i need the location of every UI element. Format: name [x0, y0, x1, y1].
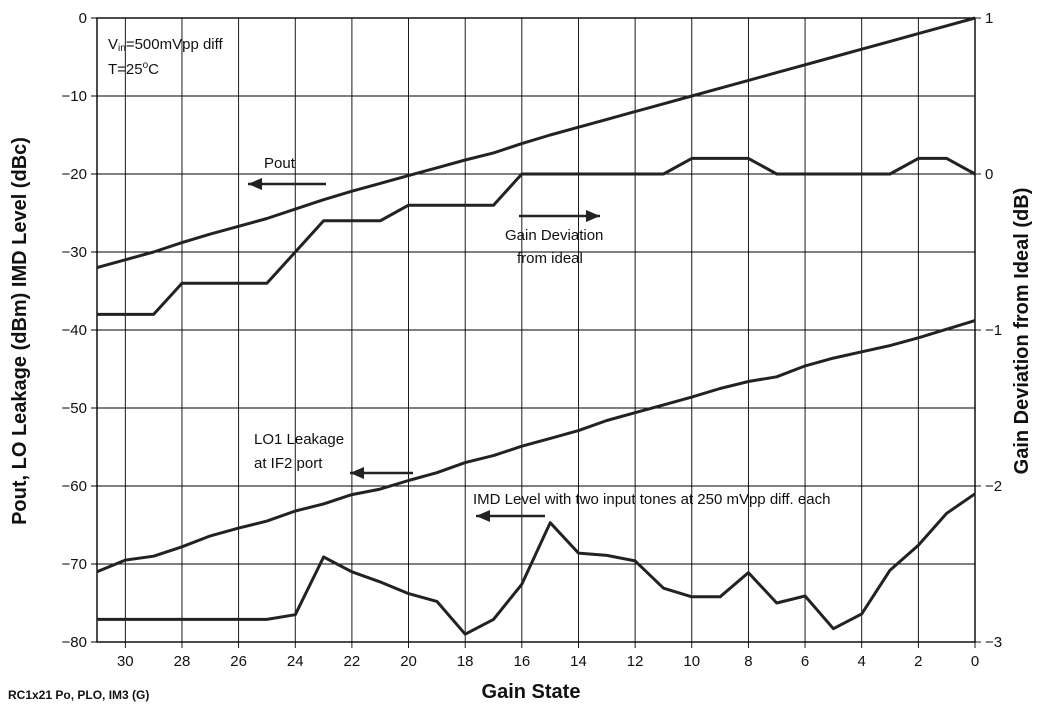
y-left-tick-label: −40 [62, 322, 87, 339]
series-line [96, 16, 976, 270]
series-layer [96, 16, 976, 636]
arrow-head [586, 210, 600, 222]
y-right-tick-label: −1 [985, 322, 1002, 339]
x-tick-label: 20 [400, 653, 417, 670]
x-tick-label: 30 [117, 653, 134, 670]
x-tick-label: 14 [570, 653, 587, 670]
y-left-tick-label: 0 [79, 10, 87, 27]
annotation-arrows [248, 178, 600, 522]
vin-subscript: in [118, 43, 126, 54]
annotation-lo1-leakage-2: at IF2 port [254, 455, 323, 472]
y-left-tick-label: −60 [62, 478, 87, 495]
series-line [97, 156, 976, 316]
y-axis-right-title: Gain Deviation from Ideal (dB) [1011, 188, 1033, 475]
grid [91, 17, 981, 648]
x-tick-label: 4 [858, 653, 866, 670]
vin-value: =500mVpp diff [126, 36, 224, 53]
annotation-gain-deviation-1: Gain Deviation [505, 227, 603, 244]
y-axis-left-title: Pout, LO Leakage (dBm) IMD Level (dBc) [9, 137, 31, 525]
x-tick-label: 6 [801, 653, 809, 670]
y-right-tick-label: −2 [985, 478, 1002, 495]
x-tick-label: 2 [914, 653, 922, 670]
x-tick-label: 16 [513, 653, 530, 670]
y-left-tick-label: −50 [62, 400, 87, 417]
y-left-tick-label: −20 [62, 166, 87, 183]
x-axis-title: Gain State [482, 681, 581, 703]
arrow-head [476, 510, 490, 522]
x-tick-label: 24 [287, 653, 304, 670]
x-tick-label: 28 [174, 653, 191, 670]
temp-degree: o [143, 60, 149, 71]
y-left-tick-label: −10 [62, 88, 87, 105]
annotation-pout: Pout [264, 155, 296, 172]
temp-prefix: T=25 [108, 61, 143, 78]
annotation-imd-level: IMD Level with two input tones at 250 mV… [473, 491, 830, 508]
x-tick-label: 0 [971, 653, 979, 670]
arrow-head [248, 178, 262, 190]
x-tick-label: 8 [744, 653, 752, 670]
figure-caption: RC1x21 Po, PLO, IM3 (G) [8, 688, 149, 702]
temp-condition: T=25oC [108, 60, 159, 78]
x-tick-label: 12 [627, 653, 644, 670]
y-right-tick-label: 0 [985, 166, 993, 183]
annotation-gain-deviation-2: from ideal [517, 250, 583, 267]
series-line [97, 492, 976, 636]
temp-unit: C [148, 61, 159, 78]
series-line [96, 319, 976, 574]
arrow-head [350, 467, 364, 479]
y-left-tick-label: −30 [62, 244, 87, 261]
y-right-tick-label: −3 [985, 634, 1002, 651]
x-tick-label: 18 [457, 653, 474, 670]
y-right-tick-label: 1 [985, 10, 993, 27]
y-left-tick-label: −70 [62, 556, 87, 573]
x-tick-label: 26 [230, 653, 247, 670]
x-tick-label: 10 [683, 653, 700, 670]
annotation-lo1-leakage-1: LO1 Leakage [254, 431, 344, 448]
x-tick-label: 22 [344, 653, 361, 670]
y-left-tick-label: −80 [62, 634, 87, 651]
vin-condition: Vin=500mVpp diff [108, 36, 224, 54]
